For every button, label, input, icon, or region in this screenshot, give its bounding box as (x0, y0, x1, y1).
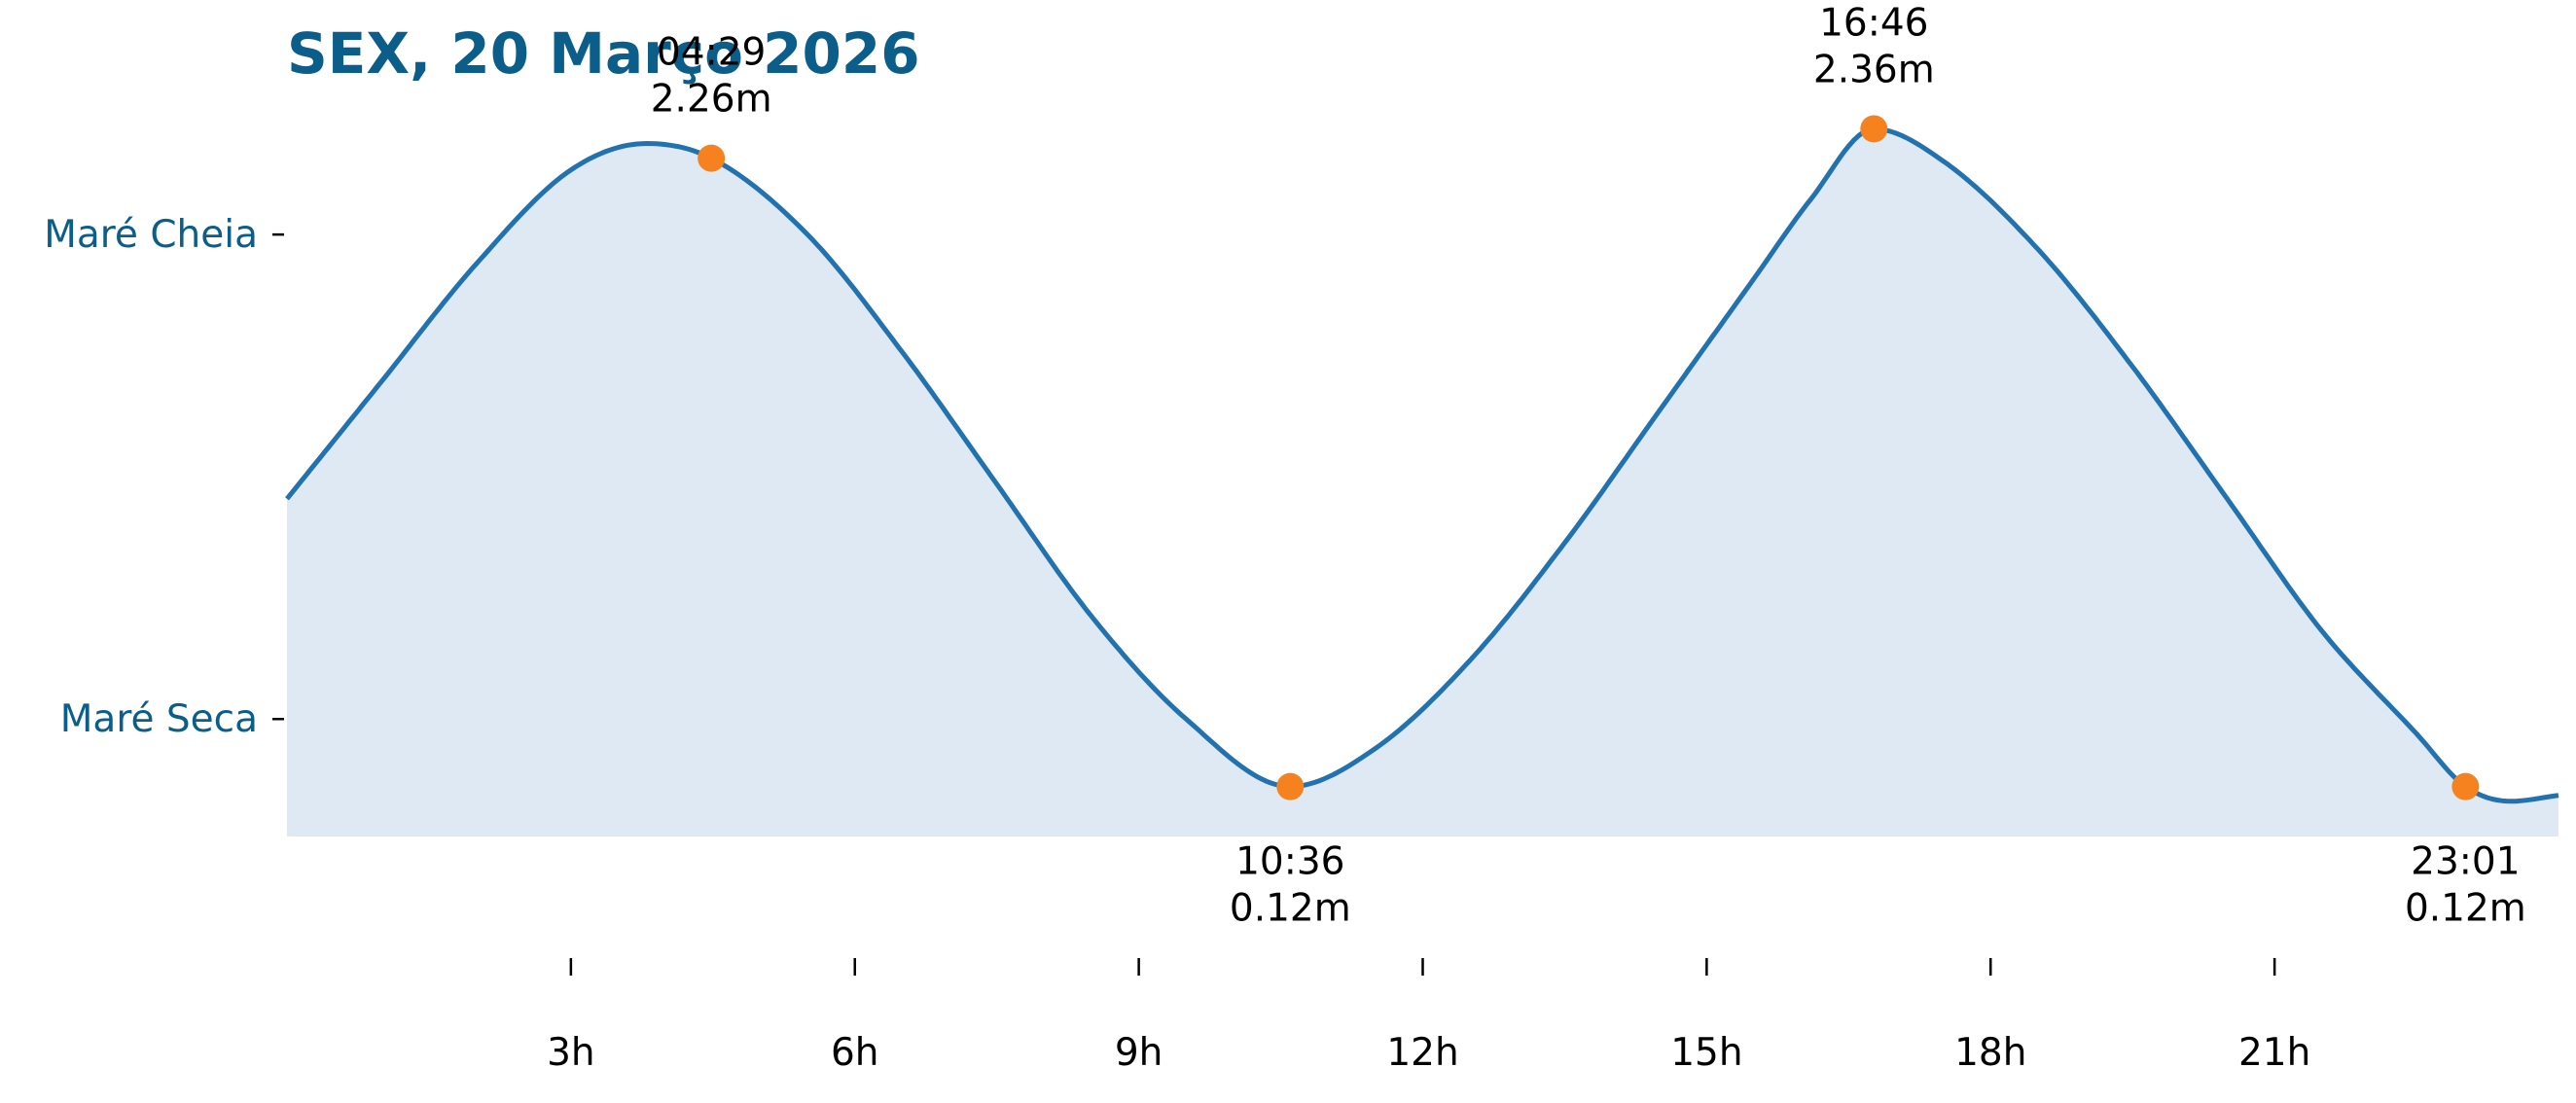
tide-event-height: 0.12m (1230, 887, 1351, 931)
tide-event-height: 2.36m (1813, 48, 1935, 91)
x-tick-label: 6h (831, 1031, 879, 1075)
x-tick-label: 3h (547, 1031, 595, 1075)
x-tick-label: 9h (1115, 1031, 1163, 1075)
x-tick-label: 12h (1386, 1031, 1458, 1075)
plot-area (285, 126, 2559, 836)
chart-title: SEX, 20 Março 2026 (287, 20, 920, 87)
tide-event-marker (698, 144, 726, 172)
y-tick-label: Maré Seca (60, 697, 258, 741)
tide-area-fill (287, 128, 2558, 836)
tide-event-time: 16:46 (1819, 1, 1928, 45)
tide-event-time: 04:29 (657, 31, 766, 75)
y-axis: Maré Cheia Maré Seca (44, 213, 284, 741)
tide-event-marker (1276, 772, 1305, 801)
tide-event-height: 2.26m (651, 78, 772, 122)
x-tick-label: 21h (2238, 1031, 2310, 1075)
tide-curve (285, 126, 2559, 804)
x-tick-label: 18h (1954, 1031, 2026, 1075)
y-tick-label: Maré Cheia (44, 213, 258, 257)
tide-event-height: 0.12m (2405, 887, 2526, 931)
tide-event-time: 10:36 (1235, 840, 1344, 884)
x-axis: 3h 6h 9h 12h 15h 18h 21h (547, 958, 2310, 1075)
tide-event-marker (2451, 772, 2480, 801)
tide-event-time: 23:01 (2411, 840, 2520, 884)
tide-event-marker (1860, 115, 1888, 143)
x-tick-label: 15h (1670, 1031, 1742, 1075)
